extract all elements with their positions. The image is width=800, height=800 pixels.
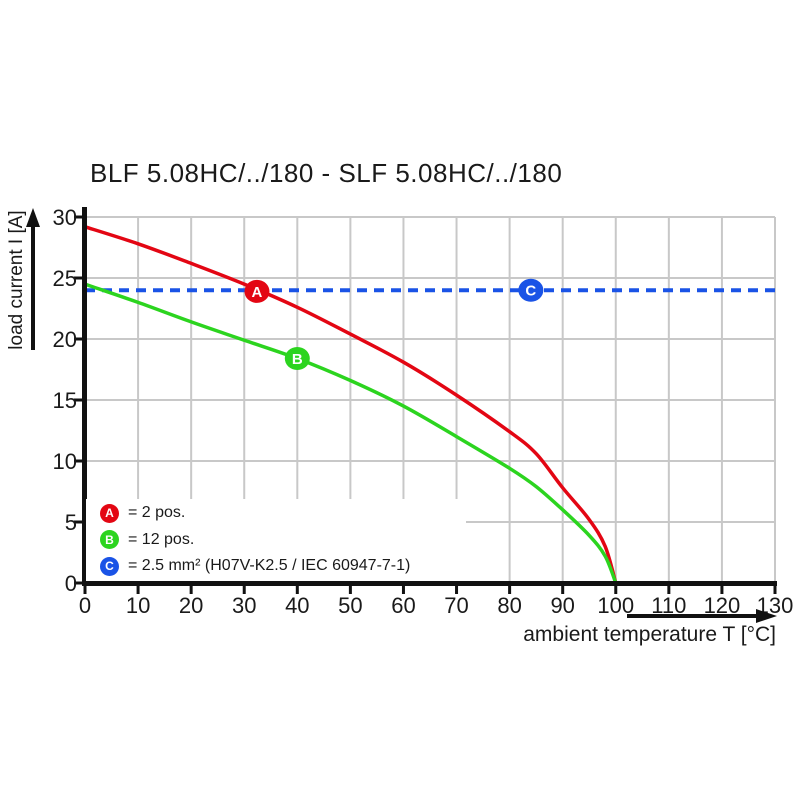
x-tick-label: 40 — [285, 593, 309, 618]
curve-b — [83, 282, 618, 585]
y-tick-label: 0 — [65, 571, 77, 596]
x-tick-label: 80 — [497, 593, 521, 618]
x-axis-label: ambient temperature T [°C] — [523, 623, 776, 646]
y-tick-label: 20 — [53, 327, 77, 352]
legend-item-b: B = 12 pos. — [86, 528, 466, 552]
x-tick-label: 100 — [597, 593, 634, 618]
chart-title: BLF 5.08HC/../180 - SLF 5.08HC/../180 — [90, 158, 563, 188]
legend-label-b: = 12 pos. — [128, 530, 195, 548]
marker-c-icon — [518, 278, 544, 302]
x-tick-label: 30 — [232, 593, 256, 618]
legend-marker-a-icon: A — [100, 503, 119, 523]
x-tick-label: 70 — [444, 593, 468, 618]
marker-b-icon — [284, 347, 310, 371]
marker-c-label: C — [525, 283, 536, 300]
marker-a-label: A — [252, 284, 263, 301]
y-tick-label: 10 — [53, 449, 77, 474]
legend-marker-c-icon: C — [100, 556, 119, 576]
curve-a — [83, 225, 618, 585]
marker-a-icon — [244, 279, 270, 303]
y-tick-label: 15 — [53, 388, 77, 413]
legend-label-c: = 2.5 mm² (H07V-K2.5 / IEC 60947-7-1) — [128, 557, 411, 574]
y-tick-label: 30 — [53, 205, 77, 230]
x-tick-label: 60 — [391, 593, 415, 618]
legend-item-c: C = 2.5 mm² (H07V-K2.5 / IEC 60947-7-1) — [86, 554, 466, 578]
y-tick-label: 25 — [53, 266, 77, 291]
x-tick-label: 10 — [126, 593, 150, 618]
legend-item-a: A = 2 pos. — [86, 501, 466, 525]
y-tick-label: 5 — [65, 510, 77, 535]
x-tick-label: 0 — [79, 593, 91, 618]
legend-marker-b-icon: B — [100, 530, 119, 549]
x-tick-label: 20 — [179, 593, 203, 618]
marker-b-label: B — [292, 351, 303, 368]
y-axis-arrowhead-icon — [26, 208, 40, 227]
x-tick-label: 50 — [338, 593, 362, 618]
legend-label-a: = 2 pos. — [128, 504, 186, 521]
chart-legend: A = 2 pos. B = 12 pos. C = 2.5 mm² (H07V… — [86, 499, 466, 581]
x-tick-label: 120 — [704, 593, 741, 618]
x-axis-arrowhead-icon — [756, 609, 777, 623]
x-tick-label: 110 — [651, 593, 686, 618]
x-tick-label: 90 — [550, 593, 574, 618]
